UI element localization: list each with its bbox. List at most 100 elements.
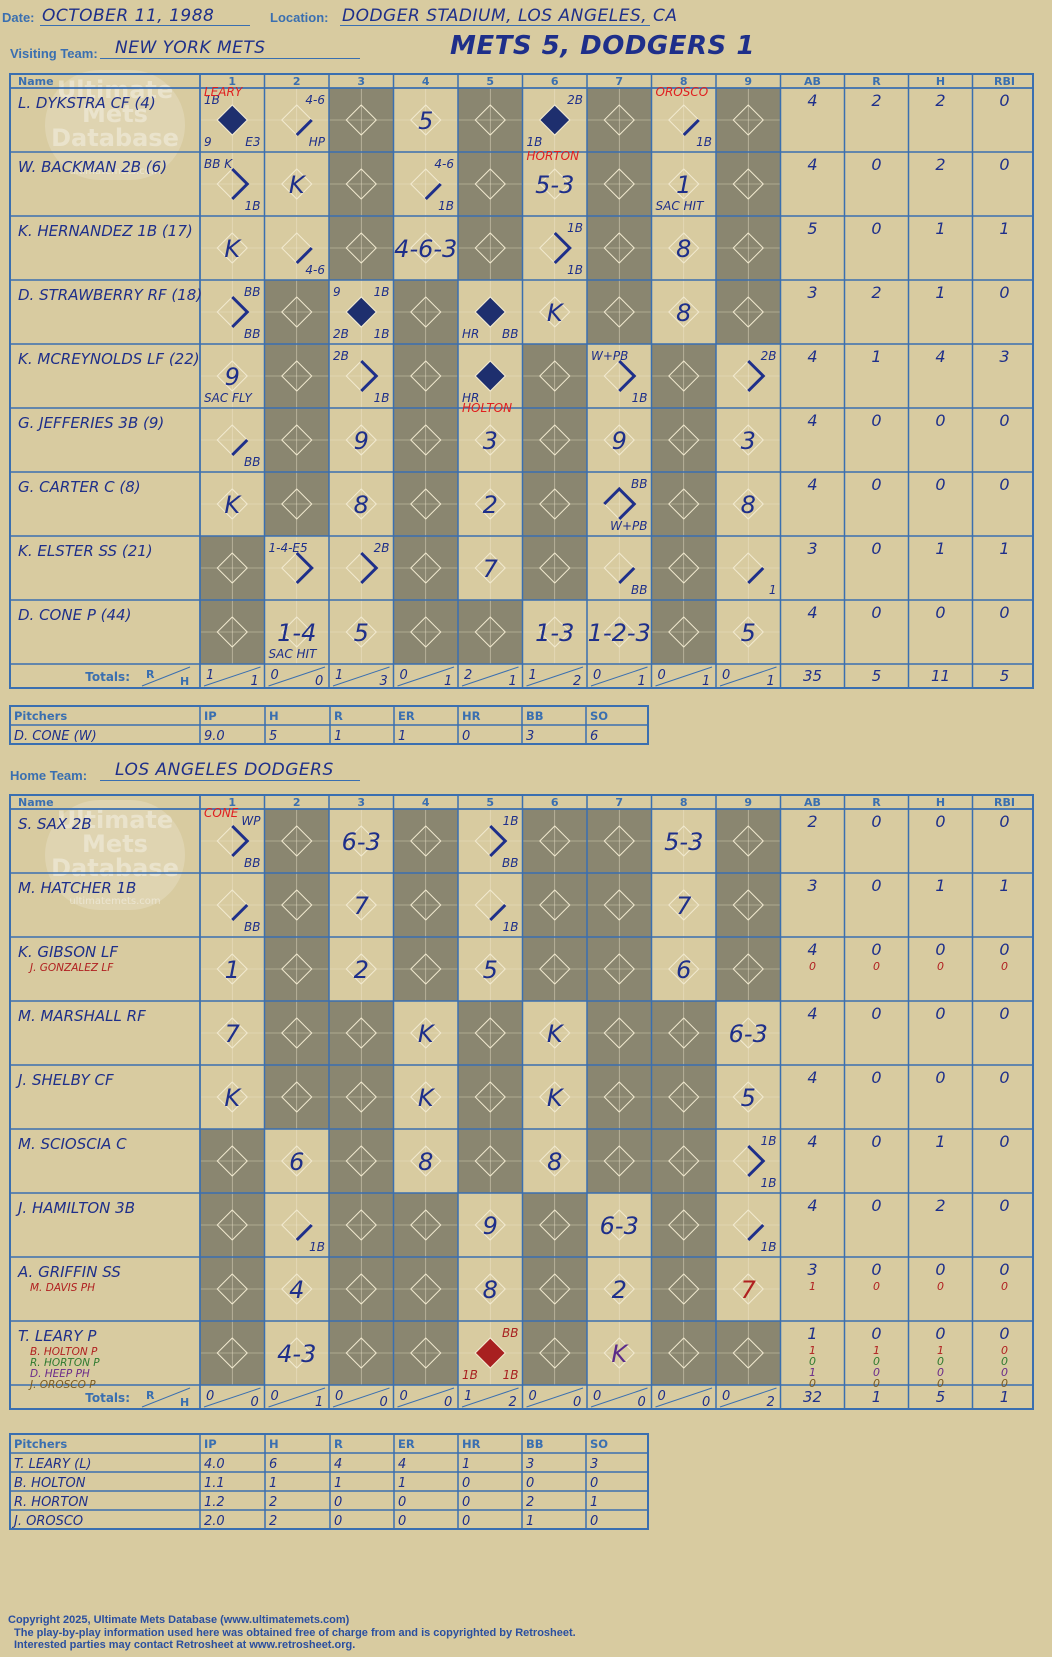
out-cell-shade bbox=[587, 280, 652, 344]
pitching-change-note: HOLTON bbox=[462, 401, 512, 415]
substitute-stat: 0 bbox=[873, 1377, 880, 1390]
base-diamond bbox=[603, 168, 635, 200]
play-result: 1-2-3 bbox=[588, 619, 651, 647]
inning-hits: 2 bbox=[573, 674, 581, 689]
base-diamond bbox=[539, 1337, 571, 1369]
inning-hits: 3 bbox=[380, 674, 388, 689]
basepath-line bbox=[360, 359, 379, 393]
play-note-bottom-right: 1B bbox=[245, 199, 261, 213]
base-diamond bbox=[345, 953, 377, 985]
base-diamond bbox=[216, 104, 248, 136]
stat-header: H bbox=[936, 75, 945, 88]
inning-header: 8 bbox=[680, 75, 688, 88]
base-diamond bbox=[539, 232, 571, 264]
totals-slash bbox=[332, 666, 390, 687]
player-stat: 3 bbox=[807, 1260, 817, 1279]
base-diamond bbox=[474, 953, 506, 985]
player-stat: 4 bbox=[807, 603, 817, 622]
base-diamond bbox=[539, 825, 571, 857]
base-diamond bbox=[539, 1081, 571, 1113]
out-cell-shade bbox=[587, 88, 652, 152]
pitcher-header: BB bbox=[526, 709, 544, 723]
inning-runs: 0 bbox=[722, 1389, 730, 1404]
base-diamond bbox=[668, 1337, 700, 1369]
player-name: D. CONE P (44) bbox=[18, 606, 131, 624]
player-stat: 0 bbox=[999, 283, 1009, 302]
player-stat: 0 bbox=[871, 1260, 881, 1279]
base-diamond bbox=[539, 168, 571, 200]
play-result: 6-3 bbox=[600, 1212, 639, 1240]
play-result: 1 bbox=[676, 171, 691, 199]
substitute-name: R. HORTON P bbox=[30, 1357, 100, 1369]
play-note-top-right: 2B bbox=[761, 349, 777, 363]
base-diamond bbox=[474, 1017, 506, 1049]
inning-runs: 0 bbox=[529, 1389, 537, 1404]
base-diamond bbox=[216, 1145, 248, 1177]
pitcher-stat: 0 bbox=[590, 1476, 598, 1491]
player-stat: 3 bbox=[807, 876, 817, 895]
basepath-line bbox=[618, 359, 637, 393]
basepath-line bbox=[295, 246, 313, 265]
base-diamond bbox=[603, 232, 635, 264]
watermark-text: Database bbox=[51, 854, 179, 882]
totals-slash bbox=[461, 1387, 519, 1408]
base-diamond bbox=[603, 953, 635, 985]
name-column-header: Name bbox=[18, 75, 54, 88]
pitcher-stat: 0 bbox=[462, 1495, 470, 1510]
player-stat: 2 bbox=[871, 283, 881, 302]
game-result: METS 5, DODGERS 1 bbox=[450, 31, 755, 61]
base-diamond bbox=[410, 296, 442, 328]
totals-slash bbox=[332, 1387, 390, 1408]
pitcher-name: B. HOLTON bbox=[14, 1476, 86, 1491]
play-result: K bbox=[224, 235, 242, 263]
player-stat: 1 bbox=[807, 1324, 817, 1343]
pitcher-name: J. OROSCO bbox=[11, 1514, 83, 1529]
base-diamond bbox=[281, 168, 313, 200]
visiting-team-name: NEW YORK METS bbox=[115, 38, 266, 58]
out-cell-shade bbox=[587, 152, 652, 216]
play-note-bottom-left: HR bbox=[462, 391, 479, 405]
player-stat: 4 bbox=[807, 1068, 817, 1087]
base-diamond bbox=[539, 1145, 571, 1177]
pitching-change-note: CONE bbox=[204, 806, 239, 820]
base-diamond bbox=[539, 488, 571, 520]
player-stat: 1 bbox=[999, 219, 1009, 238]
out-cell-shade bbox=[716, 216, 781, 280]
base-diamond bbox=[603, 1273, 635, 1305]
out-cell-shade bbox=[393, 1321, 458, 1385]
out-cell-shade bbox=[393, 873, 458, 937]
player-stat: 0 bbox=[871, 603, 881, 622]
substitute-stat: 0 bbox=[873, 1366, 880, 1379]
base-diamond bbox=[668, 825, 700, 857]
out-cell-shade bbox=[651, 344, 716, 408]
pitcher-stat: 0 bbox=[462, 1514, 470, 1529]
inning-runs: 0 bbox=[400, 1389, 408, 1404]
play-result: 2 bbox=[612, 1276, 627, 1304]
play-result: 9 bbox=[612, 427, 627, 455]
play-note-top-right: 4-6 bbox=[305, 93, 325, 107]
base-diamond bbox=[281, 1081, 313, 1113]
play-result: 2 bbox=[354, 956, 369, 984]
watermark-badge bbox=[45, 70, 185, 180]
out-cell-shade bbox=[522, 937, 587, 1001]
totals-key-r: R bbox=[146, 668, 155, 681]
base-diamond bbox=[603, 616, 635, 648]
player-stat: 0 bbox=[999, 1004, 1009, 1023]
base-diamond bbox=[668, 1081, 700, 1113]
substitute-stat: 0 bbox=[809, 1355, 816, 1368]
basepath-line bbox=[295, 118, 313, 137]
player-name: M. MARSHALL RF bbox=[18, 1007, 146, 1025]
player-stat: 5 bbox=[807, 219, 817, 238]
totals-slash bbox=[526, 1387, 584, 1408]
play-note-bottom-right: BB bbox=[502, 856, 518, 870]
substitute-stat: 0 bbox=[873, 1280, 880, 1293]
pitcher-stat: 2.0 bbox=[204, 1514, 225, 1529]
inning-runs: 1 bbox=[206, 668, 214, 683]
out-cell-shade bbox=[393, 600, 458, 664]
pitcher-stat: 5 bbox=[269, 729, 277, 744]
base-diamond bbox=[668, 889, 700, 921]
base-diamond bbox=[281, 1337, 313, 1369]
base-diamond bbox=[732, 1017, 764, 1049]
game-date: OCTOBER 11, 1988 bbox=[42, 6, 215, 26]
totals-slash bbox=[655, 666, 713, 687]
